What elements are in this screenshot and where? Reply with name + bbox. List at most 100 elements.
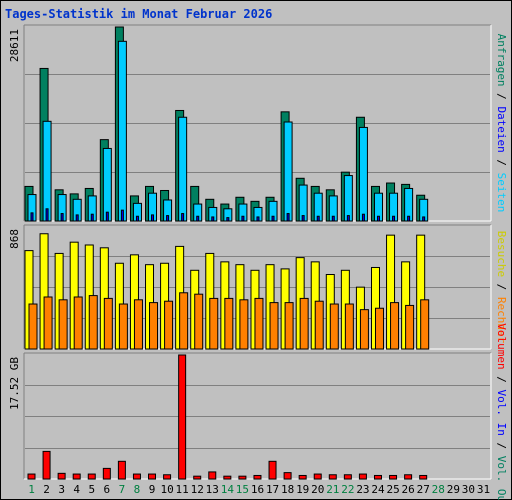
bar-seiten bbox=[422, 216, 426, 222]
bar-volumen bbox=[208, 471, 217, 480]
day-label: 14 bbox=[221, 483, 235, 496]
axis-label-part: Rechner bbox=[495, 297, 508, 344]
bar-dateien bbox=[283, 121, 293, 222]
day-label: 23 bbox=[356, 483, 369, 496]
bar-seiten bbox=[151, 214, 155, 222]
day-label: 9 bbox=[149, 483, 156, 496]
bar-rechner bbox=[224, 297, 234, 350]
bar-rechner bbox=[420, 299, 430, 350]
bar-dateien bbox=[178, 116, 188, 222]
panel-axis-label: Besuche / Rechner bbox=[495, 231, 508, 344]
y-max-label: 28611 bbox=[8, 29, 21, 62]
day-label: 31 bbox=[477, 483, 490, 496]
bar-seiten bbox=[301, 215, 305, 222]
bar-volumen bbox=[148, 473, 157, 480]
bar-volumen bbox=[419, 474, 428, 480]
bar-dateien bbox=[42, 120, 52, 222]
axis-label-part: Dateien bbox=[495, 106, 508, 152]
bar-rechner bbox=[28, 303, 38, 350]
bar-seiten bbox=[286, 213, 290, 222]
bar-seiten bbox=[271, 215, 275, 222]
bar-volumen bbox=[328, 474, 337, 480]
bar-seiten bbox=[211, 216, 215, 222]
bar-rechner bbox=[344, 303, 354, 350]
bar-volumen bbox=[193, 475, 202, 480]
day-label: 26 bbox=[402, 483, 415, 496]
axis-label-part: / bbox=[495, 153, 508, 173]
day-label: 10 bbox=[160, 483, 173, 496]
bar-rechner bbox=[405, 304, 415, 350]
bar-rechner bbox=[103, 297, 113, 350]
bar-volumen bbox=[268, 460, 277, 480]
bar-seiten bbox=[376, 215, 380, 222]
day-label: 13 bbox=[206, 483, 219, 496]
bar-seiten bbox=[60, 213, 64, 222]
bar-seiten bbox=[346, 215, 350, 222]
bar-volumen bbox=[132, 473, 141, 480]
bar-seiten bbox=[392, 215, 396, 222]
day-label: 4 bbox=[73, 483, 80, 496]
bar-seiten bbox=[361, 213, 365, 222]
bar-rechner bbox=[284, 302, 294, 350]
bar-rechner bbox=[390, 302, 400, 350]
day-label: 12 bbox=[191, 483, 204, 496]
day-label: 6 bbox=[104, 483, 111, 496]
bar-volumen bbox=[343, 474, 352, 480]
bar-rechner bbox=[194, 293, 204, 350]
bar-seiten bbox=[135, 215, 139, 222]
bar-rechner bbox=[43, 296, 53, 350]
y-max-label: 868 bbox=[8, 229, 21, 249]
bar-volumen bbox=[117, 460, 126, 480]
day-label: 11 bbox=[176, 483, 189, 496]
bar-seiten bbox=[30, 212, 34, 222]
bar-seiten bbox=[256, 216, 260, 222]
axis-label-part: Vol. In bbox=[495, 390, 508, 436]
day-label: 20 bbox=[311, 483, 324, 496]
day-label: 29 bbox=[447, 483, 460, 496]
bar-rechner bbox=[179, 292, 189, 350]
bar-rechner bbox=[164, 300, 174, 350]
axis-label-part: Volumen bbox=[495, 323, 508, 369]
bar-seiten bbox=[331, 215, 335, 222]
day-label: 8 bbox=[134, 483, 141, 496]
bar-volumen bbox=[313, 473, 322, 480]
bar-rechner bbox=[209, 297, 219, 350]
axis-label-part: / bbox=[495, 277, 508, 297]
axis-label-part: Vol. Out bbox=[495, 456, 508, 500]
day-label: 2 bbox=[43, 483, 50, 496]
bar-volumen bbox=[27, 473, 36, 480]
bar-rechner bbox=[73, 296, 83, 350]
bar-seiten bbox=[241, 215, 245, 222]
bar-rechner bbox=[269, 302, 279, 350]
bar-dateien bbox=[102, 147, 112, 222]
bar-rechner bbox=[88, 295, 98, 350]
day-label: 16 bbox=[251, 483, 264, 496]
bar-dateien bbox=[358, 126, 368, 222]
bar-rechner bbox=[329, 303, 339, 350]
bar-seiten bbox=[181, 213, 185, 222]
day-label: 7 bbox=[119, 483, 126, 496]
bar-volumen bbox=[102, 467, 111, 480]
bar-seiten bbox=[45, 208, 49, 222]
bar-seiten bbox=[407, 215, 411, 222]
bar-seiten bbox=[75, 214, 79, 222]
bar-volumen bbox=[404, 474, 413, 480]
bar-rechner bbox=[374, 307, 384, 350]
bar-rechner bbox=[314, 300, 324, 350]
bar-dateien bbox=[117, 40, 127, 222]
axis-label-part: Seiten bbox=[495, 173, 508, 213]
bar-dateien bbox=[343, 175, 353, 222]
bar-seiten bbox=[166, 215, 170, 222]
bar-rechner bbox=[133, 299, 143, 350]
bar-seiten bbox=[196, 215, 200, 222]
bar-rechner bbox=[359, 309, 369, 350]
bar-volumen bbox=[238, 475, 247, 480]
axis-label-part: / bbox=[495, 436, 508, 456]
day-label: 22 bbox=[341, 483, 354, 496]
day-label: 3 bbox=[58, 483, 65, 496]
axis-label-part: Besuche bbox=[495, 231, 508, 277]
day-label: 17 bbox=[266, 483, 279, 496]
bar-volumen bbox=[57, 472, 66, 480]
bar-seiten bbox=[120, 209, 124, 222]
